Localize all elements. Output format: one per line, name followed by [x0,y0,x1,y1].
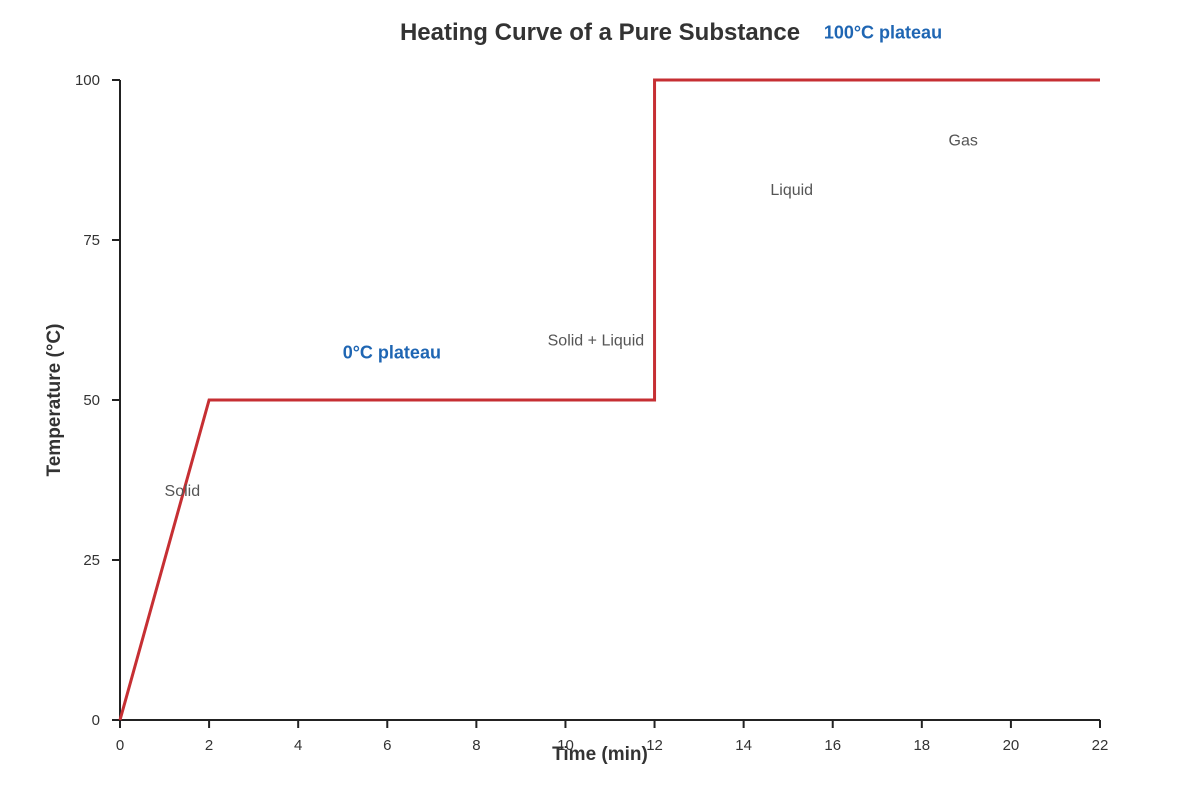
x-tick-label: 20 [1003,737,1020,754]
y-tick-label: 100 [75,72,100,89]
y-tick-label: 0 [92,712,100,729]
x-ticks: 0 2 4 6 8 10 12 14 16 18 20 22 [116,720,1109,754]
x-axis-label: Time (min) [552,744,648,765]
x-tick-label: 22 [1092,737,1109,754]
phase-annotation: Solid [165,483,201,500]
x-tick-label: 2 [205,737,213,754]
y-tick-label: 50 [83,392,100,409]
x-tick-label: 14 [735,737,752,754]
x-tick-label: 12 [646,737,663,754]
plateau-annotation: 100°C plateau [824,22,942,42]
annotation-layer: Solid Solid + Liquid Liquid Gas 0°C plateau 1… [165,22,978,500]
x-tick-label: 18 [913,737,930,754]
y-tick-label: 25 [83,552,100,569]
phase-annotation: Gas [949,132,978,149]
x-tick-label: 8 [472,737,480,754]
x-tick-label: 6 [383,737,391,754]
x-tick-label: 10 [557,737,574,754]
x-tick-label: 0 [116,737,124,754]
x-tick-label: 4 [294,737,302,754]
y-axis-label: Temperature (°C) [44,324,65,477]
chart-title: Heating Curve of a Pure Substance [400,19,800,46]
x-tick-label: 16 [824,737,841,754]
phase-annotation: Liquid [770,182,813,199]
series-line [118,78,1100,721]
phase-annotation: Solid + Liquid [548,333,645,350]
y-ticks: 0 25 50 75 100 [75,72,120,729]
series-layer [118,78,1100,721]
plateau-annotation: 0°C plateau [343,342,441,362]
y-tick-label: 75 [83,232,100,249]
